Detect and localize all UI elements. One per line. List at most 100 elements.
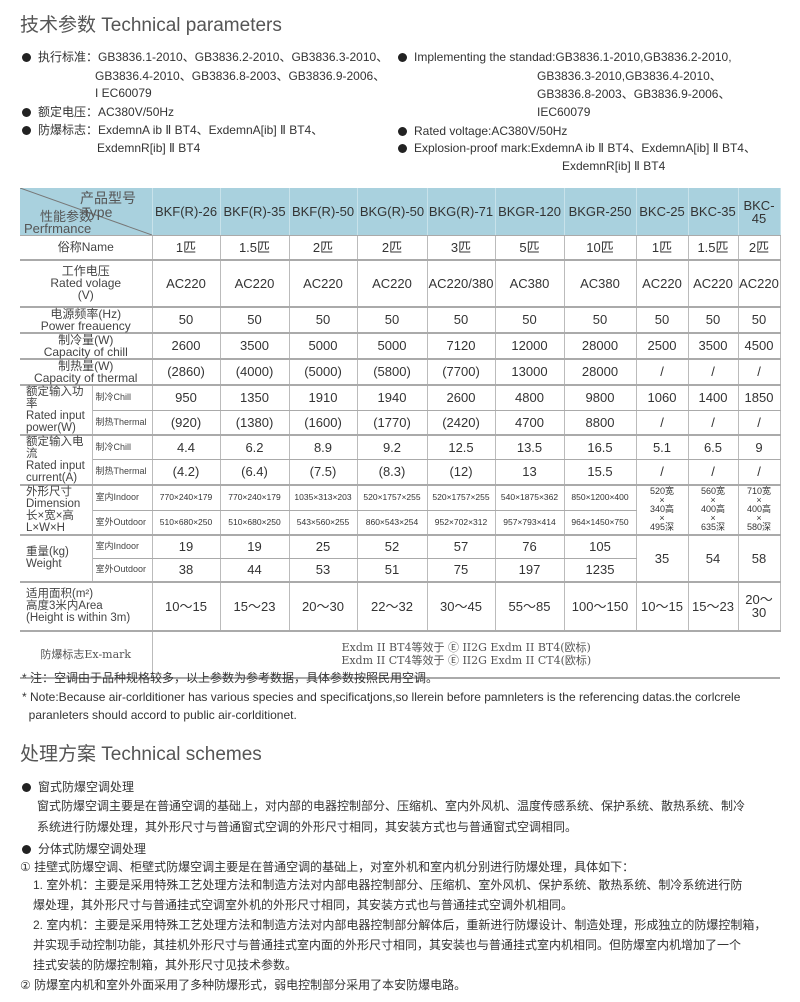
line-text: Explosion-proof mark:ExdemnA ib Ⅱ BT4、Ex… [414, 141, 756, 155]
power-value: 1940 [357, 384, 428, 411]
weight-value: 19 [152, 534, 221, 559]
thermal-label: 制热量(W) Capacity of thermal [20, 358, 153, 386]
line-text: 爆处理，其外形尺寸与普通挂式空调室外机的外形尺寸相同，其安装方式也与普通挂式空调… [33, 898, 574, 912]
weight-value: 57 [427, 534, 496, 559]
current-value: 5.1 [636, 434, 689, 460]
line-text: 窗式防爆空调处理 [38, 780, 135, 794]
thermal-value: (7700) [427, 358, 496, 386]
model-header: BKGR-120 [495, 188, 565, 236]
chill-value: 7120 [427, 332, 496, 360]
text-line: 2. 室内机：主要是采用特殊工艺处理方法和制造方法对内部电器控制部分解体后，重新… [33, 918, 766, 932]
dimension-sub-label: 室内Indoor [92, 484, 153, 511]
line-text: 防爆标志：ExdemnA ib Ⅱ BT4、ExdemnA[ib] Ⅱ BT4、 [38, 123, 324, 137]
text-line: 爆处理，其外形尺寸与普通挂式空调室外机的外形尺寸相同，其安装方式也与普通挂式空调… [33, 898, 573, 912]
text-line: 1. 室外机：主要是采用特殊工艺处理方法和制造方法对内部电器控制部分、压缩机、室… [33, 878, 742, 892]
chill-value: 28000 [564, 332, 637, 360]
current-value: 13 [495, 459, 565, 486]
frequency-value: 50 [427, 306, 496, 334]
dimension-value: 952×702×312 [427, 510, 496, 536]
power-value: 950 [152, 384, 221, 411]
model-header: BKG(R)-71 [427, 188, 496, 236]
thermal-value: (2860) [152, 358, 221, 386]
dimension-value: 510×680×250 [220, 510, 290, 536]
frequency-label: 电源频率(Hz) Power freauency [20, 306, 153, 334]
params-title: 技术参数 Technical parameters [20, 15, 282, 36]
text-line: GB3836.4-2010、GB3836.8-2003、GB3836.9-200… [95, 69, 385, 83]
weight-row: 室外Outdoor 38 44 53 51 75 197 1235 [20, 558, 780, 583]
voltage-value: AC220 [357, 259, 428, 308]
power-value: (2420) [427, 410, 496, 436]
line-text: GB3836.8-2003、GB3836.9-2006、 [537, 87, 731, 101]
chill-value: 5000 [289, 332, 358, 360]
weight-value: 25 [289, 534, 358, 559]
current-value: / [738, 459, 781, 486]
model-header: BKC-35 [688, 188, 739, 236]
area-value: 22～32 [357, 581, 428, 632]
voltage-value: AC220 [152, 259, 221, 308]
voltage-value: AC220 [289, 259, 358, 308]
power-value: / [688, 410, 739, 436]
weight-row: 重量(kg) Weight 室内Indoor 19 19 25 52 57 76 105 35 54… [20, 534, 781, 583]
power-value: (1770) [357, 410, 428, 436]
dimension-row: 外形尺寸 Dimension 长×宽×高 L×W×H 室内Indoor 770×24… [20, 484, 781, 536]
header-type-cn: 产品型号 [80, 190, 136, 206]
text-line: I EC60079 [95, 86, 152, 100]
note-line: paranleters should accord to public air-… [22, 708, 297, 722]
thermal-row: 制热量(W) Capacity of thermal (2860) (4000) (5… [20, 358, 781, 386]
weight-sub-label: 室内Indoor [92, 534, 153, 559]
thermal-value: 28000 [564, 358, 637, 386]
dimension-value: 543×560×255 [289, 510, 358, 536]
current-label: 额定输入电流 Rated input current(A) [20, 434, 93, 486]
power-value: / [636, 410, 689, 436]
frequency-value: 50 [564, 306, 637, 334]
text-line: 系统进行防爆处理，其外形尺寸与普通窗式空调的外形尺寸相同，其安装方式也与普通窗式… [37, 820, 577, 834]
weight-value: 75 [427, 558, 496, 583]
schemes-title: 处理方案 Technical schemes [20, 744, 262, 765]
line-text: 并实现手动控制功能，其挂机外形尺寸与普通挂式室内面的外形尺寸相同，其安装也与普通… [33, 938, 742, 952]
weight-value: 76 [495, 534, 565, 559]
power-label: 额定输入功率 Rated input power(W) [20, 384, 93, 436]
chill-value: 2500 [636, 332, 689, 360]
dimension-sub-label: 室外Outdoor [92, 510, 153, 536]
name-value: 1匹 [152, 235, 221, 261]
voltage-label: 工作电压 Rated volage (V) [20, 259, 153, 308]
text-line: 挂式安装的防爆控制箱，其外形尺寸见技术参数。 [33, 958, 297, 972]
current-sub-label: 制冷Chill [92, 434, 153, 460]
spec-table: 产品型号 Type 性能参数 Perfrmance BKF(R)-26 BKF(R)-35… [20, 188, 781, 679]
chill-value: 4500 [738, 332, 781, 360]
area-value: 100～150 [564, 581, 637, 632]
power-value: 8800 [564, 410, 637, 436]
line-text: Rated voltage:AC380V/50Hz [414, 124, 568, 138]
dimension-value: 770×240×179 [220, 484, 290, 511]
bullet-icon [22, 53, 31, 62]
voltage-value: AC220 [220, 259, 290, 308]
text-line: 额定电压：AC380V/50Hz [22, 105, 174, 119]
weight-value: 53 [289, 558, 358, 583]
dimension-value: 520×1757×255 [357, 484, 428, 511]
model-header: BKF(R)-35 [220, 188, 290, 236]
text-line: Explosion-proof mark:ExdemnA ib Ⅱ BT4、Ex… [398, 141, 756, 155]
dimension-value: 964×1450×750 [564, 510, 637, 536]
line-text: GB3836.3-2010,GB3836.4-2010、 [537, 69, 722, 83]
dimension-value: 957×793×414 [495, 510, 565, 536]
current-value: / [636, 459, 689, 486]
text-line: Implementing the standad:GB3836.1-2010,G… [398, 50, 732, 64]
bullet-icon [22, 126, 31, 135]
weight-value: 52 [357, 534, 428, 559]
name-value: 1.5匹 [688, 235, 739, 261]
current-value: 15.5 [564, 459, 637, 486]
line-text: 挂式安装的防爆控制箱，其外形尺寸见技术参数。 [33, 958, 298, 972]
dimension-value: 770×240×179 [152, 484, 221, 511]
bullet-icon [398, 127, 407, 136]
power-value: (920) [152, 410, 221, 436]
line-text: ② 防爆室内机和室外外面采用了多种防爆形式，弱电控制部分采用了本安防爆电路。 [20, 978, 467, 992]
line-text: 系统进行防爆处理，其外形尺寸与普通窗式空调的外形尺寸相同，其安装方式也与普通窗式… [37, 820, 578, 834]
dimension-value: 860×543×254 [357, 510, 428, 536]
power-value: 4700 [495, 410, 565, 436]
power-value: 1350 [220, 384, 290, 411]
frequency-value: 50 [688, 306, 739, 334]
text-line: Rated voltage:AC380V/50Hz [398, 124, 567, 138]
chill-value: 3500 [688, 332, 739, 360]
chill-value: 3500 [220, 332, 290, 360]
name-value: 1匹 [636, 235, 689, 261]
